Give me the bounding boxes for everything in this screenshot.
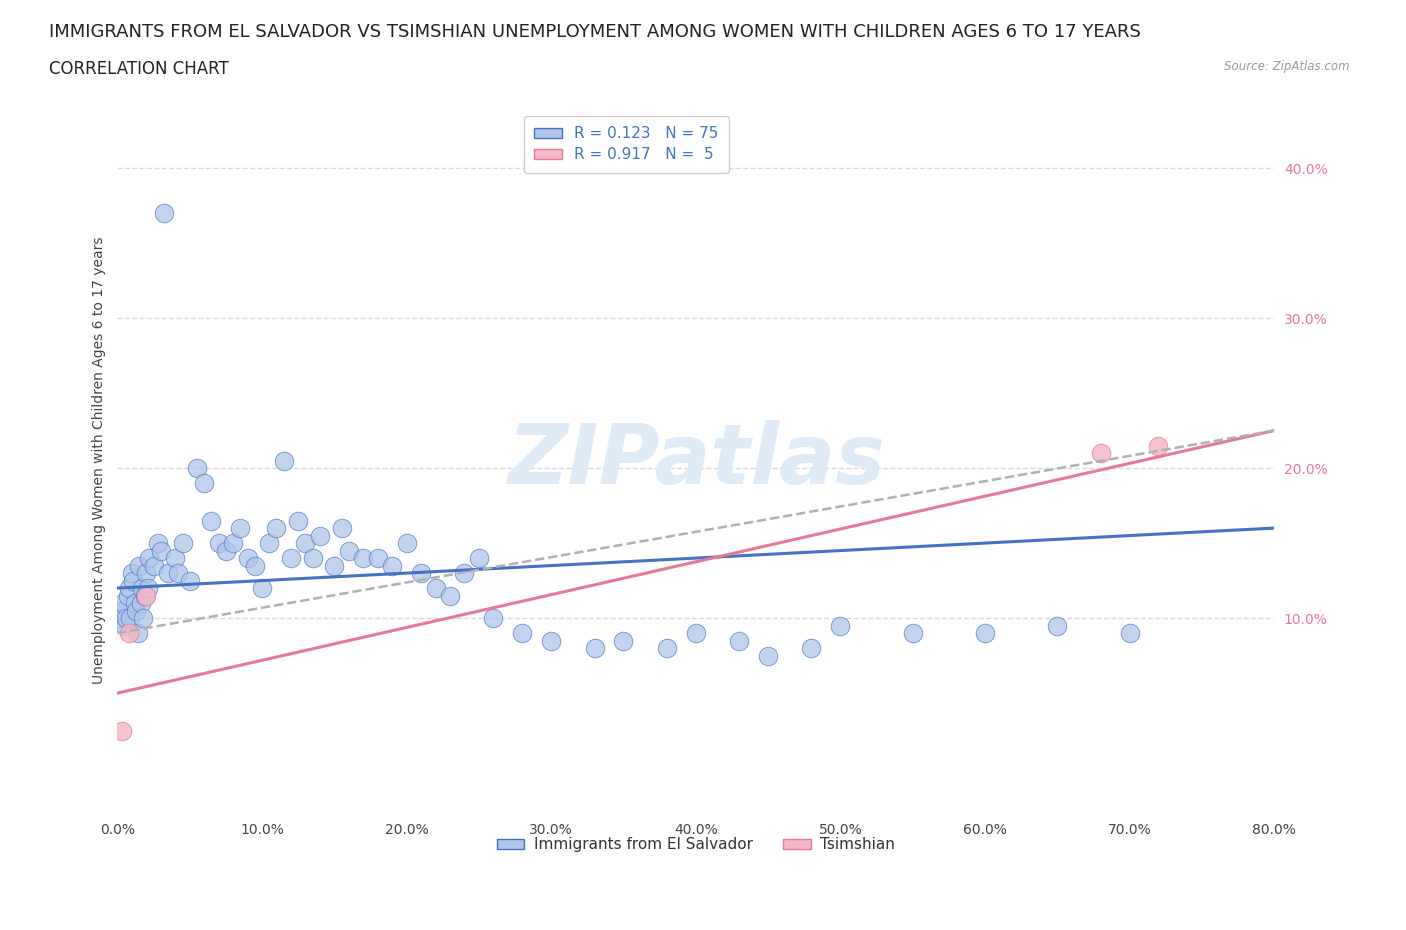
Point bbox=[1147, 438, 1170, 453]
Point bbox=[146, 536, 169, 551]
Point bbox=[135, 565, 157, 580]
Point bbox=[352, 551, 374, 565]
Point bbox=[112, 595, 135, 610]
Point bbox=[266, 521, 288, 536]
Point bbox=[157, 565, 180, 580]
Point bbox=[117, 588, 139, 603]
Point bbox=[395, 536, 418, 551]
Point bbox=[122, 573, 145, 588]
Point bbox=[149, 543, 172, 558]
Point bbox=[901, 626, 924, 641]
Point bbox=[540, 633, 562, 648]
Point bbox=[132, 611, 155, 626]
Point bbox=[124, 595, 146, 610]
Point bbox=[138, 551, 160, 565]
Point bbox=[280, 551, 302, 565]
Text: CORRELATION CHART: CORRELATION CHART bbox=[49, 60, 229, 78]
Point bbox=[152, 206, 174, 220]
Point bbox=[111, 604, 134, 618]
Point bbox=[287, 513, 309, 528]
Point bbox=[114, 618, 136, 633]
Point bbox=[208, 536, 231, 551]
Point bbox=[583, 641, 606, 656]
Point bbox=[128, 558, 150, 573]
Point bbox=[655, 641, 678, 656]
Point bbox=[482, 611, 505, 626]
Point bbox=[294, 536, 316, 551]
Point bbox=[409, 565, 432, 580]
Point bbox=[193, 475, 215, 490]
Point bbox=[222, 536, 245, 551]
Point bbox=[330, 521, 353, 536]
Point bbox=[612, 633, 634, 648]
Point bbox=[323, 558, 346, 573]
Point bbox=[1118, 626, 1140, 641]
Legend: Immigrants from El Salvador, Tsimshian: Immigrants from El Salvador, Tsimshian bbox=[491, 831, 901, 858]
Point bbox=[301, 551, 323, 565]
Point bbox=[468, 551, 491, 565]
Point bbox=[273, 453, 295, 468]
Point bbox=[830, 618, 852, 633]
Text: ZIPatlas: ZIPatlas bbox=[506, 420, 884, 501]
Point bbox=[120, 611, 142, 626]
Point bbox=[142, 558, 165, 573]
Point bbox=[1046, 618, 1069, 633]
Point bbox=[728, 633, 751, 648]
Point bbox=[308, 528, 330, 543]
Point bbox=[125, 604, 148, 618]
Point bbox=[337, 543, 360, 558]
Point bbox=[200, 513, 222, 528]
Point bbox=[121, 565, 143, 580]
Point bbox=[134, 588, 156, 603]
Point bbox=[167, 565, 190, 580]
Point bbox=[229, 521, 252, 536]
Point bbox=[425, 580, 447, 595]
Point bbox=[236, 551, 259, 565]
Point bbox=[439, 588, 461, 603]
Point bbox=[756, 648, 779, 663]
Point bbox=[685, 626, 707, 641]
Point bbox=[135, 588, 157, 603]
Point bbox=[118, 626, 141, 641]
Point bbox=[136, 580, 159, 595]
Point bbox=[118, 580, 141, 595]
Point bbox=[800, 641, 823, 656]
Text: Source: ZipAtlas.com: Source: ZipAtlas.com bbox=[1225, 60, 1350, 73]
Point bbox=[127, 626, 149, 641]
Point bbox=[510, 626, 533, 641]
Point bbox=[974, 626, 997, 641]
Point bbox=[381, 558, 404, 573]
Point bbox=[131, 580, 153, 595]
Point bbox=[243, 558, 266, 573]
Point bbox=[250, 580, 273, 595]
Point bbox=[111, 724, 134, 738]
Point bbox=[367, 551, 389, 565]
Point bbox=[129, 595, 152, 610]
Point bbox=[115, 611, 138, 626]
Point bbox=[172, 536, 194, 551]
Point bbox=[259, 536, 281, 551]
Point bbox=[165, 551, 187, 565]
Point bbox=[110, 611, 132, 626]
Point bbox=[1090, 445, 1112, 460]
Text: IMMIGRANTS FROM EL SALVADOR VS TSIMSHIAN UNEMPLOYMENT AMONG WOMEN WITH CHILDREN : IMMIGRANTS FROM EL SALVADOR VS TSIMSHIAN… bbox=[49, 23, 1142, 41]
Point bbox=[453, 565, 475, 580]
Point bbox=[186, 460, 208, 475]
Point bbox=[179, 573, 201, 588]
Y-axis label: Unemployment Among Women with Children Ages 6 to 17 years: Unemployment Among Women with Children A… bbox=[93, 237, 107, 684]
Point bbox=[215, 543, 238, 558]
